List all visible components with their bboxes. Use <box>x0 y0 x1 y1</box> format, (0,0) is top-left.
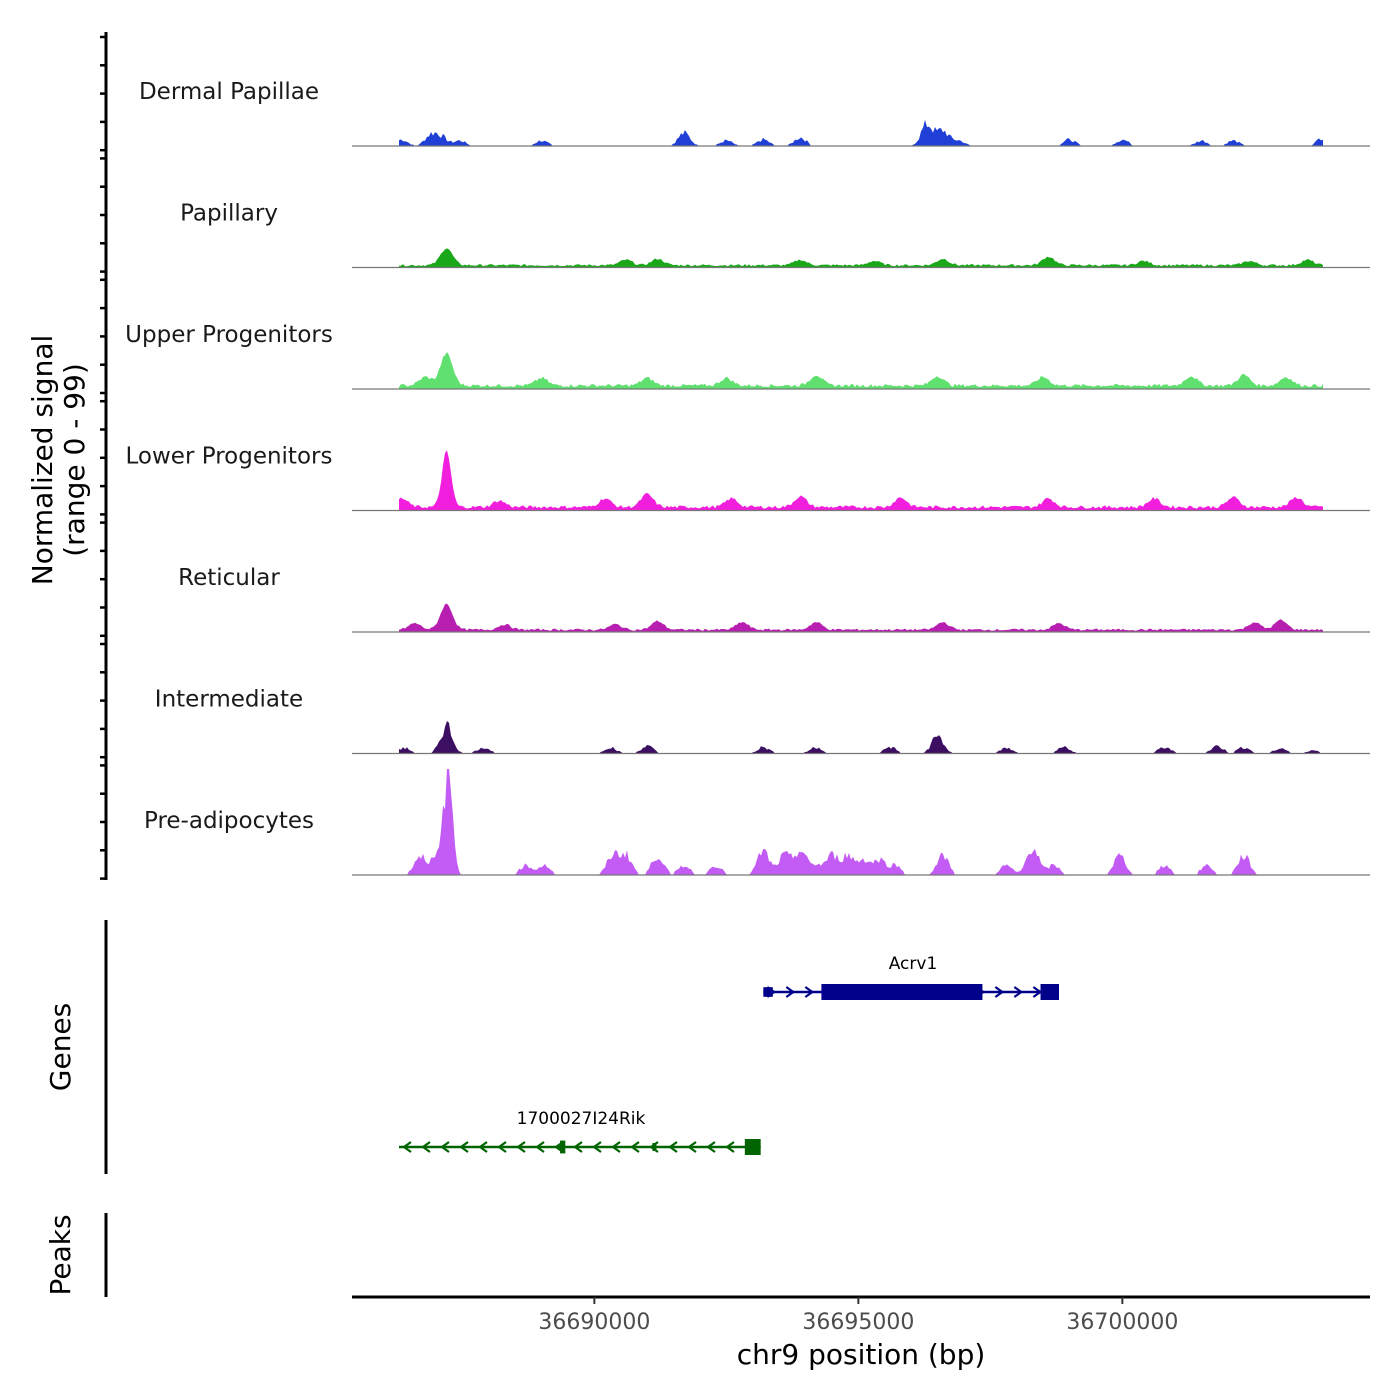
strand-chevron <box>706 1141 716 1153</box>
gene-name: Acrv1 <box>889 954 938 974</box>
strand-chevron <box>402 1141 412 1153</box>
signal-area <box>399 450 1323 511</box>
genes-label: Genes <box>44 1003 77 1091</box>
strand-chevron <box>440 1141 450 1153</box>
signal-area <box>399 248 1323 268</box>
x-axis-label: chr9 position (bp) <box>737 1338 986 1371</box>
peaks-label: Peaks <box>44 1214 77 1295</box>
strand-chevron <box>535 1141 545 1153</box>
signal-area <box>399 721 1323 754</box>
x-tick-label: 36690000 <box>538 1310 650 1335</box>
track-label: Pre-adipocytes <box>144 808 314 834</box>
strand-chevron <box>478 1141 488 1153</box>
strand-chevron <box>1032 986 1043 998</box>
signal-area <box>399 603 1323 632</box>
strand-chevron <box>785 986 796 998</box>
coverage-ylabel-line1: Normalized signal <box>26 335 59 586</box>
strand-chevron <box>497 1141 507 1153</box>
track-reticular: Reticular <box>178 565 1370 633</box>
strand-chevron <box>1013 986 1024 998</box>
track-label: Papillary <box>180 201 278 227</box>
coverage-ylabel-line2: (range 0 - 99) <box>58 363 91 557</box>
gene-track: Acrv1 1700027I24Rik <box>399 954 1059 1155</box>
track-papillary: Papillary <box>180 201 1370 269</box>
gene-name: 1700027I24Rik <box>517 1109 646 1129</box>
track-pre-adipocytes: Pre-adipocytes <box>144 769 1370 876</box>
track-label: Dermal Papillae <box>139 79 319 105</box>
x-axis-ticks: 36690000 36695000 36700000 <box>538 1297 1178 1335</box>
gene-1700027i24rik: 1700027I24Rik <box>399 1109 761 1155</box>
gene-acrv1: Acrv1 <box>763 954 1059 1000</box>
gene-exon <box>744 1139 761 1155</box>
track-label: Upper Progenitors <box>125 322 333 348</box>
gene-exon <box>1040 984 1059 1000</box>
track-label: Lower Progenitors <box>126 444 333 470</box>
gene-exon <box>560 1140 566 1154</box>
signal-area <box>399 119 1323 146</box>
track-label: Intermediate <box>155 687 303 713</box>
strand-chevron <box>630 1141 640 1153</box>
strand-chevron <box>804 986 815 998</box>
gene-exon <box>652 1143 657 1151</box>
strand-chevron <box>421 1141 431 1153</box>
strand-chevron <box>573 1141 583 1153</box>
track-dermal-papillae: Dermal Papillae <box>139 79 1370 147</box>
strand-chevron <box>687 1141 697 1153</box>
coverage-tracks: Dermal Papillae Papillary Upper Progenitor… <box>125 79 1370 876</box>
gene-exon <box>821 984 983 1000</box>
strand-chevron <box>516 1141 526 1153</box>
coverage-y-ticks <box>100 35 106 880</box>
strand-chevron <box>668 1141 678 1153</box>
x-tick-label: 36695000 <box>802 1310 914 1335</box>
strand-chevron <box>459 1141 469 1153</box>
track-intermediate: Intermediate <box>155 687 1370 755</box>
strand-chevron <box>994 986 1005 998</box>
strand-chevron <box>611 1141 621 1153</box>
track-lower-progenitors: Lower Progenitors <box>126 444 1370 512</box>
track-upper-progenitors: Upper Progenitors <box>125 322 1370 390</box>
strand-chevron <box>592 1141 602 1153</box>
signal-area <box>399 769 1323 875</box>
strand-chevron <box>725 1141 735 1153</box>
signal-area <box>399 352 1323 389</box>
x-tick-label: 36700000 <box>1066 1310 1178 1335</box>
gene-exon <box>763 987 773 997</box>
track-label: Reticular <box>178 565 280 591</box>
